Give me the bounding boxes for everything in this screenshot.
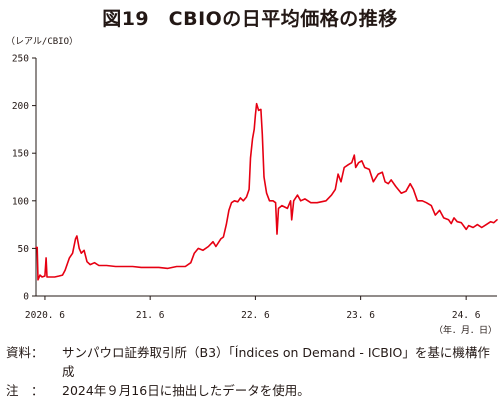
y-axis: 0 50 100 150 200 250 <box>12 54 37 303</box>
source-note-key: 資料： <box>6 345 44 360</box>
source-note: 資料： サンパウロ証券取引所（B3）「Índices on Demand - I… <box>6 343 496 381</box>
y-tick-label: 100 <box>12 196 29 207</box>
x-tick-label: 21. 6 <box>136 310 165 321</box>
chart-title: 図19 CBIOの日平均価格の推移 <box>102 8 398 30</box>
source-note-text: サンパウロ証券取引所（B3）「Índices on Demand - ICBIO… <box>62 345 490 379</box>
y-tick-label: 50 <box>18 244 30 255</box>
x-tick-label: 24. 6 <box>452 310 481 321</box>
footnote: 注 ： 2024年９月16日に抽出したデータを使用。 <box>6 381 496 400</box>
x-tick-label: 2020. 6 <box>25 310 65 321</box>
x-tick-label: 23. 6 <box>346 310 375 321</box>
cbio-price-series-line <box>35 102 498 281</box>
footnote-key: 注 ： <box>6 383 44 398</box>
x-axis-unit-label: （年．月．日） <box>434 324 497 336</box>
x-axis: 2020. 6 21. 6 22. 6 23. 6 24. 6 <box>25 295 497 321</box>
y-tick-label: 200 <box>12 101 29 112</box>
y-tick-label: 0 <box>23 292 29 303</box>
y-tick-label: 150 <box>12 149 29 160</box>
x-tick-label: 22. 6 <box>241 310 270 321</box>
footnote-text: 2024年９月16日に抽出したデータを使用。 <box>62 383 310 398</box>
chart-notes: 資料： サンパウロ証券取引所（B3）「Índices on Demand - I… <box>6 343 496 400</box>
y-tick-label: 250 <box>12 54 29 65</box>
y-axis-unit-label: （レアル/CBIO） <box>6 36 78 47</box>
